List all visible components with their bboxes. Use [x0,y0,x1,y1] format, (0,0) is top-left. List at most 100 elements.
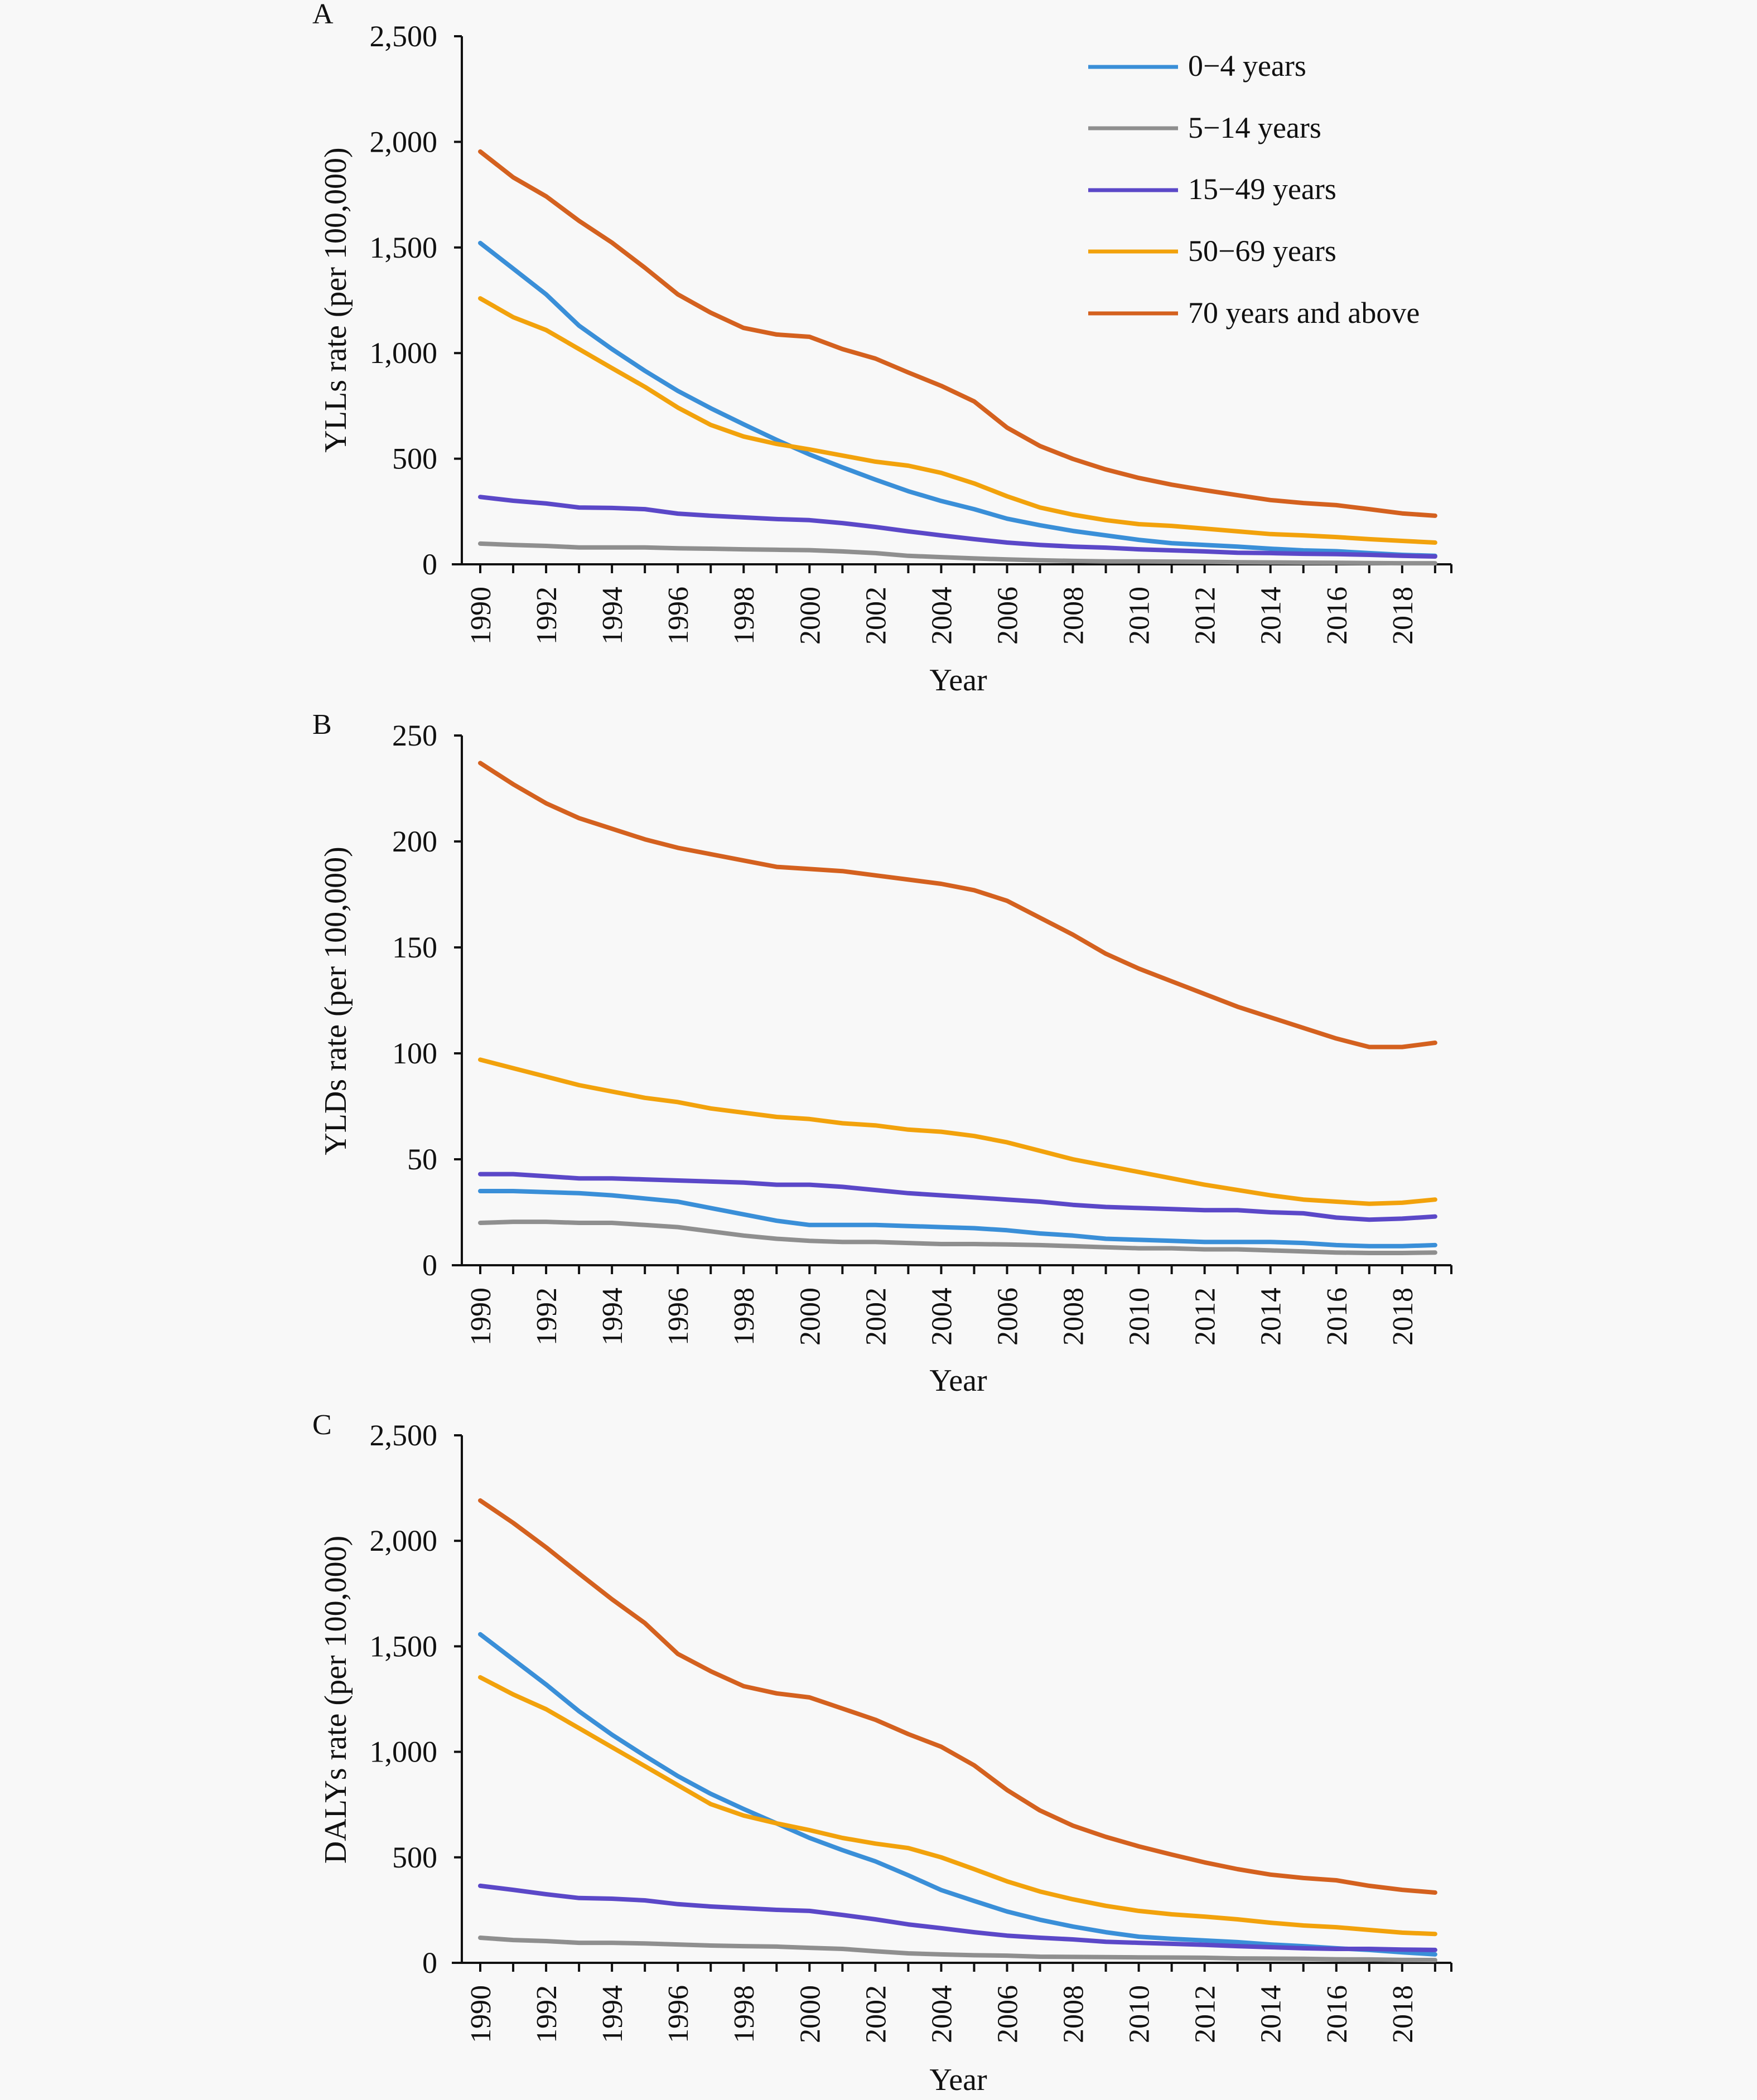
panel-c-x-tick-label: 1990 [465,1985,497,2043]
panel-c-x-tick-label: 1998 [728,1985,760,2043]
panel-b-x-tick-label: 2002 [860,1288,892,1346]
panel-c-x-tick-label: 2012 [1190,1985,1222,2043]
panel-b-x-tick-label: 1992 [531,1288,563,1346]
panel-c-series-5-14-years [478,1936,1437,1963]
panel-a-series-15-49-years [478,495,1437,559]
panel-a-x-tick-label: 1990 [465,587,497,645]
panel-b-x-tick-label: 1996 [663,1288,694,1346]
panel-b-y-tick-label: 250 [392,719,437,752]
panel-b-series-50-69-years [478,1057,1437,1206]
panel-c-series-70-years-and-above [478,1498,1437,1895]
panel-c-y-tick-label: 2,000 [370,1524,438,1557]
panel-b-y-tick-label: 0 [422,1249,437,1282]
panel-a-x-tick-label: 1992 [531,587,563,645]
panel-b-x-axis-title: Year [929,1363,987,1398]
panel-a-x-tick-label: 2016 [1321,587,1353,645]
panel-b-x-tick-label: 2016 [1321,1288,1353,1346]
panel-c-x-tick-label: 2018 [1387,1985,1419,2043]
panel-a-y-tick-label: 2,000 [370,125,438,158]
panel-b-x-tick-label: 1990 [465,1288,497,1346]
panel-b-x-tick-label: 2010 [1124,1288,1156,1346]
panel-a-y-tick-label: 1,500 [370,231,438,264]
panel-c: C 0 500 1,000 1,500 2,000 2,500 1990 1992 1994 19… [312,1409,1452,2097]
panel-c-plot: 0 500 1,000 1,500 2,000 2,500 1990 1992 1994 1996… [370,1419,1452,2043]
panel-c-y-tick-label: 2,500 [370,1419,438,1452]
panel-a-series-0-4-years [478,240,1437,558]
panel-c-x-tick-label: 1992 [531,1985,563,2043]
panel-b-x-tick-label: 2000 [794,1288,826,1346]
panel-a-x-tick-label: 1994 [597,587,629,645]
panel-a-x-tick-label: 2002 [860,587,892,645]
panel-c-x-axis-title: Year [929,2063,987,2097]
panel-b-series-70-years-and-above [478,761,1437,1049]
panel-b-x-tick-label: 1994 [597,1288,629,1346]
panel-b-y-tick-label: 150 [392,931,437,964]
panel-b-y-axis-title: YLDs rate (per 100,000) [318,846,353,1155]
legend-label-0-4: 0−4 years [1188,49,1306,83]
legend-label-5-14: 5−14 years [1188,111,1321,144]
panel-c-x-tick-label: 2014 [1256,1985,1287,2043]
panel-c-y-tick-label: 1,500 [370,1629,438,1663]
panel-c-x-tick-label: 2016 [1321,1985,1353,2043]
panel-b-x-tick-label: 1998 [728,1288,760,1346]
panel-c-x-tick-label: 2000 [794,1985,826,2043]
panel-a-series-5-14-years [478,541,1437,566]
panel-a-x-tick-label: 2012 [1190,587,1222,645]
panel-a-x-tick-label: 2006 [992,587,1024,645]
panel-a-x-tick-label: 2018 [1387,587,1419,645]
panel-b-y-tick-label: 50 [407,1143,437,1176]
panel-b-x-tick-label: 2004 [926,1288,958,1346]
panel-c-x-tick-label: 2002 [860,1985,892,2043]
panel-b-y-tick-label: 200 [392,825,437,858]
panel-c-x-tick-label: 2008 [1058,1985,1090,2043]
panel-b-plot: 0 50 100 150 200 250 1990 1992 1994 1996 1998 2000 2… [392,719,1452,1346]
legend-label-70-plus: 70 years and above [1188,296,1420,330]
panel-a-x-tick-label: 2008 [1058,587,1090,645]
panel-b-x-tick-label: 2012 [1190,1288,1222,1346]
panel-b-series-5-14-years [478,1220,1437,1255]
panel-a-y-tick-label: 2,500 [370,20,438,53]
panel-b: B 0 50 100 150 200 250 1990 1992 1994 1996 1998 200… [312,709,1452,1398]
panel-b-series-15-49-years [478,1172,1437,1222]
panel-a-series-70-years-and-above [478,149,1437,518]
panel-a-y-tick-label: 0 [422,548,437,581]
panel-c-series-0-4-years [478,1632,1437,1957]
panel-a-x-tick-label: 2004 [926,587,958,645]
panel-a-series-50-69-years [478,296,1437,545]
panel-a-y-axis-title: YLLs rate (per 100,000) [318,147,353,452]
legend-label-50-69: 50−69 years [1188,234,1336,268]
panel-c-series-15-49-years [478,1883,1437,1952]
panel-a-x-tick-label: 2010 [1124,587,1156,645]
panel-b-y-tick-label: 100 [392,1037,437,1070]
legend-label-15-49: 15−49 years [1188,172,1336,206]
panel-c-x-tick-label: 1994 [597,1985,629,2043]
panel-letter-b: B [312,709,332,741]
panel-b-x-tick-label: 2018 [1387,1288,1419,1346]
panel-c-series-50-69-years [478,1675,1437,1937]
panel-a-y-tick-label: 500 [392,442,437,476]
panel-b-x-tick-label: 2008 [1058,1288,1090,1346]
panel-a-x-tick-label: 1998 [728,587,760,645]
panel-letter-c: C [312,1409,332,1441]
panel-c-x-tick-label: 2004 [926,1985,958,2043]
panel-c-y-tick-label: 1,000 [370,1735,438,1769]
panel-c-y-tick-label: 0 [422,1946,437,1980]
panel-c-y-axis-title: DALYs rate (per 100,000) [318,1536,353,1864]
panel-a-y-tick-label: 1,000 [370,336,438,370]
panel-a-x-tick-label: 2000 [794,587,826,645]
panel-a-x-axis-title: Year [929,663,987,698]
panel-b-series-0-4-years [478,1189,1437,1249]
panel-c-x-tick-label: 2006 [992,1985,1024,2043]
panel-b-x-tick-label: 2014 [1256,1288,1287,1346]
panel-a: A 0 500 1,000 1,500 2,000 2,500 1990 1992 1994 19… [312,0,1452,698]
panel-c-x-tick-label: 1996 [663,1985,694,2043]
panel-letter-a: A [312,0,334,30]
panel-a-x-tick-label: 1996 [663,587,694,645]
panel-a-plot: 0 500 1,000 1,500 2,000 2,500 1990 1992 1994 1996… [370,20,1452,645]
panel-c-x-tick-label: 2010 [1124,1985,1156,2043]
legend: 0−4 years 5−14 years 15−49 years 50−69 y… [1088,49,1420,330]
panel-a-x-tick-label: 2014 [1256,587,1287,645]
panel-c-y-tick-label: 500 [392,1841,437,1874]
